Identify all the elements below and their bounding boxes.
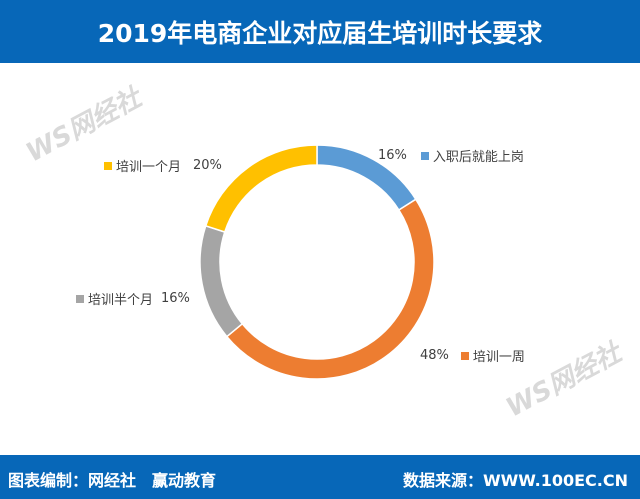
data-label: 16%: [378, 148, 407, 163]
donut-slice-2: [199, 224, 244, 338]
category-label: 培训半个月: [88, 293, 154, 308]
legend-swatch: [76, 294, 84, 303]
legend-label-1: 48% 培训一周: [420, 346, 525, 365]
legend-label-3: 培训一个月 20%: [104, 156, 222, 175]
footer-bar: 图表编制：网经社 赢动教育 数据来源：WWW.100EC.CN: [0, 455, 640, 499]
data-label: 48%: [420, 348, 449, 363]
data-label: 20%: [193, 158, 222, 173]
legend-swatch: [460, 351, 469, 360]
category-label: 培训一个月: [116, 160, 182, 175]
donut-slice-3: [204, 144, 318, 233]
legend-label-0: 16% 入职后就能上岗: [378, 146, 524, 165]
title-bar: 2019年电商企业对应届生培训时长要求: [0, 0, 640, 63]
legend-swatch: [420, 151, 429, 160]
donut-slice-1: [225, 198, 435, 380]
data-label: 16%: [161, 291, 190, 306]
footer-credit: 图表编制：网经社 赢动教育: [8, 471, 217, 490]
legend-swatch: [104, 161, 112, 170]
category-label: 培训一周: [472, 350, 525, 365]
legend-label-2: 培训半个月 16%: [76, 289, 190, 308]
footer-source: 数据来源：WWW.100EC.CN: [402, 471, 628, 490]
chart-title: 2019年电商企业对应届生培训时长要求: [97, 18, 543, 48]
category-label: 入职后就能上岗: [432, 150, 524, 165]
